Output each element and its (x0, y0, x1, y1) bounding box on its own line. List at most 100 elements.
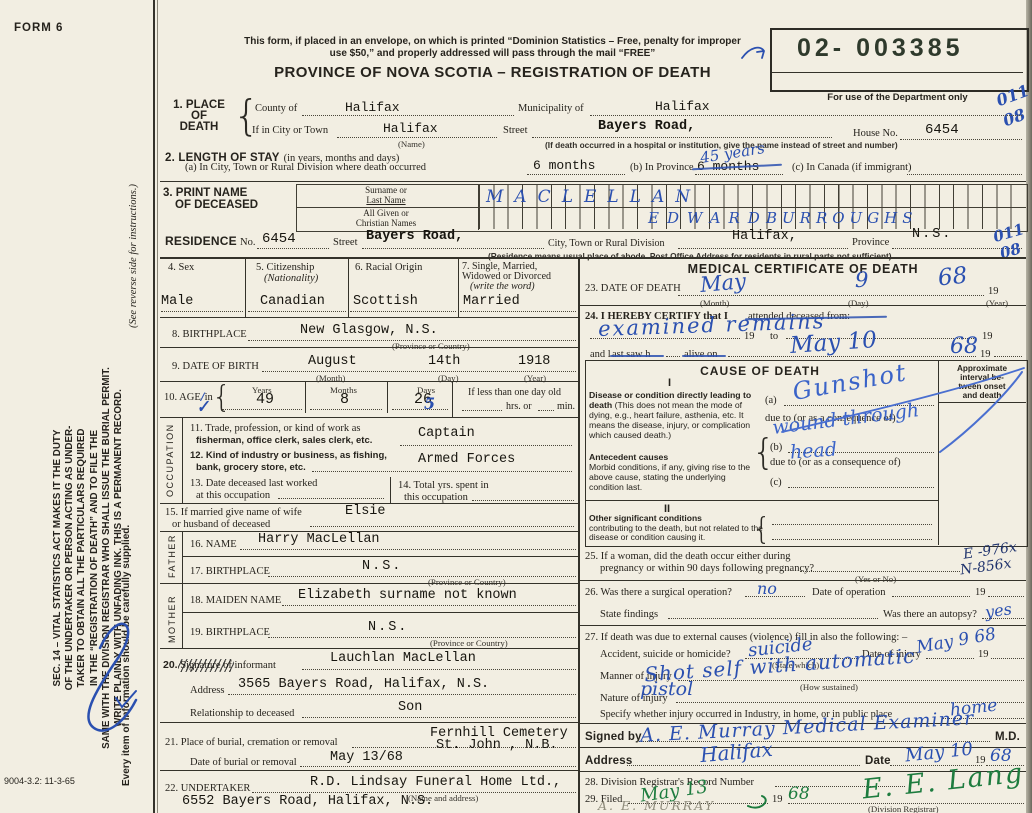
municipality-label: Municipality of (518, 103, 584, 114)
medical-certificate-title: MEDICAL CERTIFICATE OF DEATH (687, 262, 919, 276)
injury-year: 19 (978, 649, 989, 660)
industry-label-1: 12. Kind of industry or business, as fis… (190, 450, 387, 461)
residence-no-value: 6454 (262, 231, 296, 247)
antecedent-brace: { (752, 432, 775, 473)
md-date-year: 19 (975, 755, 986, 766)
father-name-value: Harry MacLellan (258, 532, 380, 547)
dept-use-note: For use of the Department only (827, 92, 968, 103)
undertaker-value: R.D. Lindsay Funeral Home Ltd., (310, 775, 562, 790)
margin-see-reverse-note: (See reverse side for instructions.) (128, 184, 139, 328)
age-slash-mark: / (200, 391, 205, 403)
stay-city-value: 6 months (533, 158, 596, 173)
marital-value: Married (463, 294, 520, 309)
md-address-label: Address (585, 755, 633, 767)
father-birthplace-value: N.S. (362, 559, 403, 574)
birth-day-value: 14th (428, 354, 461, 369)
father-birthplace-label: 17. BIRTHPLACE (190, 566, 270, 577)
burial-date-value: May 13/68 (330, 750, 403, 765)
marital-label-3: (write the word) (470, 281, 535, 292)
racial-origin-value: Scottish (353, 294, 418, 309)
residence-street-value: Bayers Road, (366, 229, 464, 244)
industry-value: Armed Forces (418, 452, 516, 467)
cause-b-label: (b) (770, 442, 783, 453)
father-name-label: 16. NAME (190, 539, 237, 550)
manner-of-injury-label: Manner of injury (600, 671, 672, 682)
md-address-value: Halifax (699, 736, 774, 768)
md-date-value: May 10 (904, 738, 974, 767)
last-saw-year-value: 68 (950, 334, 978, 359)
age-months-label: Months (330, 385, 357, 395)
last-saw-struck-1: ast saw h (612, 349, 651, 360)
spouse-label-2: or husband of deceased (172, 519, 271, 530)
name-caption: (Name) (398, 139, 425, 149)
marital-label-2: Widowed or Divorced (462, 271, 552, 282)
informant-value: Lauchlan MacLellan (330, 651, 476, 666)
mother-side-label: MOTHER (167, 595, 177, 643)
birthplace-label: 8. BIRTHPLACE (172, 329, 247, 340)
father-side-label: FATHER (167, 534, 177, 578)
md-date-label: Date (865, 755, 891, 767)
serial-number: 02- 003385 (797, 34, 964, 62)
age-days-label: Days (417, 385, 436, 395)
division-registrar-caption: (Division Registrar) (868, 804, 939, 813)
certify-year2: 19 (982, 331, 993, 342)
sex-label: 4. Sex (168, 262, 195, 273)
stay-canada-label: (c) In Canada (if immigrant) (792, 162, 912, 173)
last-saw-struck-2: alive on (684, 349, 718, 360)
interval-header: Approximate interval be- tween onset and… (956, 364, 1008, 400)
trade-value: Captain (418, 426, 475, 441)
other-conditions-block: Other significant conditions contributin… (589, 513, 763, 543)
nationality-caption: (Nationality) (264, 273, 319, 284)
burial-place-value-2: St. John , N.B. (436, 738, 558, 753)
death-year-prefix: 19 (988, 286, 999, 297)
birth-month-caption: (Month) (316, 373, 346, 383)
birth-year-value: 1918 (518, 354, 551, 369)
yes-or-no-caption: (Yes or No) (855, 574, 897, 584)
burial-place-label: 21. Place of burial, cremation or remova… (165, 737, 338, 748)
stay-province-label: (b) In Province (630, 162, 694, 173)
age-label: 10. AGE/in (164, 391, 213, 403)
municipality-value: Halifax (655, 99, 710, 114)
last-worked-label-1: 13. Date deceased last worked (190, 478, 318, 489)
state-which-caption: (State which) (772, 660, 820, 670)
county-value: Halifax (345, 100, 400, 115)
age-years-label: Years (252, 385, 272, 395)
death-month-value: May (699, 269, 747, 297)
filed-year-value: 68 (788, 784, 810, 804)
residence-caption: (Residence means usual place of abode. P… (488, 251, 892, 261)
how-sustained-caption: (How sustained) (800, 682, 858, 692)
sec14-line: SEC. 14 – VITAL STATISTICS ACT MAKES IT … (52, 429, 63, 687)
age-days-value: 26 (414, 391, 433, 408)
pregnancy-label-1: 25. If a woman, did the death occur eith… (585, 551, 791, 562)
county-label: County of (255, 103, 298, 114)
informant-address-value: 3565 Bayers Road, Halifax, N.S. (238, 677, 490, 692)
undertaker-address-value: 6552 Bayers Road, Halifax, N.S. (182, 794, 434, 809)
birthplace-caption: (Province or Country) (392, 341, 470, 351)
relationship-label: Relationship to deceased (190, 708, 295, 719)
specify-where-label: Specify whether injury occurred in Indus… (600, 709, 893, 720)
pencil-annotation: A. E. MURRAY (598, 798, 715, 813)
age-years-value: 49 (256, 391, 275, 408)
age-days-correction: 5 (424, 394, 436, 413)
death-day-value: 9 (855, 268, 869, 292)
form-number: FORM 6 (14, 22, 64, 34)
maiden-name-value: Elizabeth surname not known (298, 588, 517, 603)
other-brace: { (752, 512, 772, 547)
given-name-value-1: EDWARD (648, 209, 768, 227)
residence-city-label: City, Town or Rural Division (548, 238, 665, 249)
page-edge (1026, 0, 1032, 813)
surname-letter-boxes (479, 185, 1025, 207)
death-year-value: 68 (936, 262, 969, 292)
spouse-label-1: 15. If married give name of wife (165, 507, 302, 518)
death-year-caption: (Year) (986, 298, 1009, 308)
date-of-death-label: 23. DATE OF DEATH (585, 283, 681, 294)
place-of-death-heading: 1. PLACE OF DEATH (173, 99, 225, 133)
burial-date-label: Date of burial or removal (190, 757, 297, 768)
marital-label-1: 7. Single, Married, (462, 261, 538, 272)
sec14-line: SAME WITH THE DIVISION REGISTRAR WHO SHA… (100, 367, 112, 749)
cause-roman-1: I (668, 377, 672, 389)
certify-year1: 19 (744, 331, 755, 342)
house-no-value: 6454 (925, 122, 959, 138)
form-title: PROVINCE OF NOVA SCOTIA – REGISTRATION O… (274, 64, 711, 81)
house-no-label: House No. (853, 128, 898, 139)
